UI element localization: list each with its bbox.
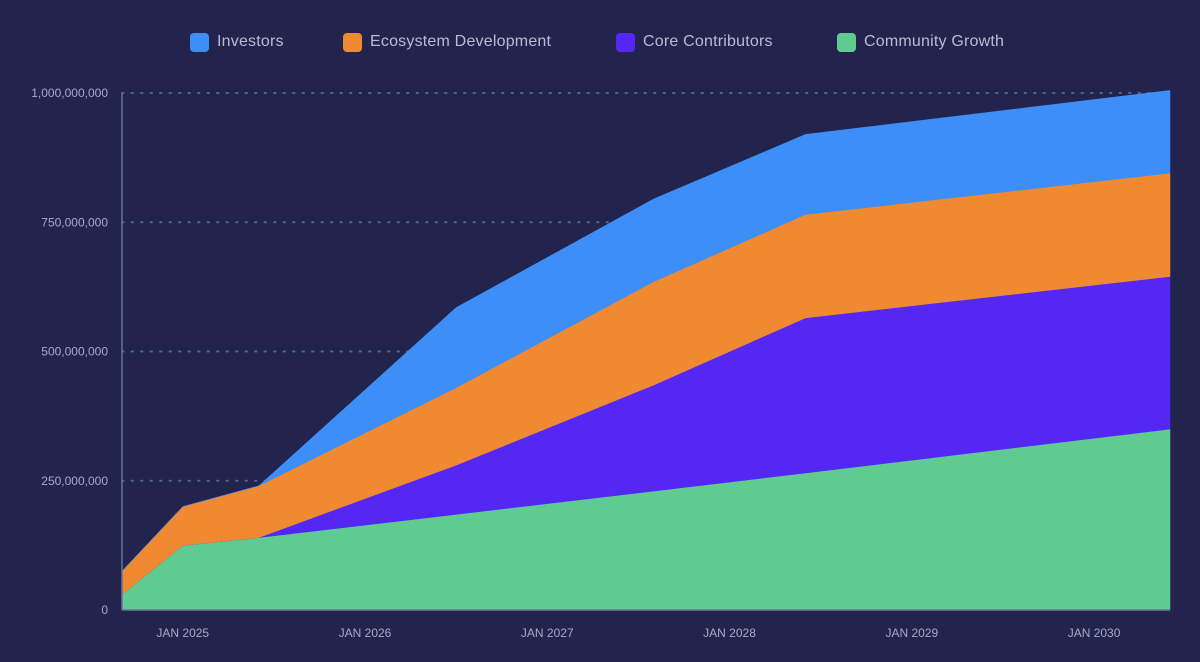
legend-item-community-growth[interactable]: Community Growth: [837, 28, 1004, 56]
y-tick-label: 250,000,000: [41, 474, 108, 488]
legend-item-investors[interactable]: Investors: [190, 28, 284, 56]
x-tick-label: JAN 2029: [885, 626, 938, 640]
legend-swatch-core-contributors: [616, 32, 635, 52]
x-tick-label: JAN 2026: [339, 626, 392, 640]
legend-label-core-contributors: Core Contributors: [643, 33, 773, 50]
area-investors: [121, 90, 1171, 572]
legend-swatch-community-growth: [837, 32, 856, 52]
legend-label-ecosystem-development: Ecosystem Development: [370, 33, 552, 50]
x-tick-label: JAN 2030: [1068, 626, 1121, 640]
x-tick-label: JAN 2025: [156, 626, 209, 640]
x-tick-label: JAN 2028: [703, 626, 756, 640]
legend-swatch-ecosystem-development: [343, 32, 362, 52]
legend-label-investors: Investors: [217, 33, 284, 50]
y-tick-label: 500,000,000: [41, 345, 108, 359]
y-tick-label: 1,000,000,000: [31, 86, 108, 100]
legend-item-ecosystem-development[interactable]: Ecosystem Development: [343, 28, 551, 56]
legend-item-core-contributors[interactable]: Core Contributors: [616, 28, 773, 56]
legend-label-community-growth: Community Growth: [864, 33, 1005, 50]
axis-layer: [121, 93, 1170, 611]
legend-swatch-investors: [190, 32, 209, 52]
label-layer: 1,000,000,000 750,000,000 500,000,000 250,0…: [31, 86, 1120, 640]
chart-legend: Investors Ecosystem Development Core Con…: [0, 28, 1200, 58]
y-tick-label: 0: [101, 603, 108, 617]
x-tick-label: JAN 2027: [521, 626, 574, 640]
y-tick-label: 750,000,000: [41, 215, 108, 229]
area-layer: [121, 90, 1171, 611]
